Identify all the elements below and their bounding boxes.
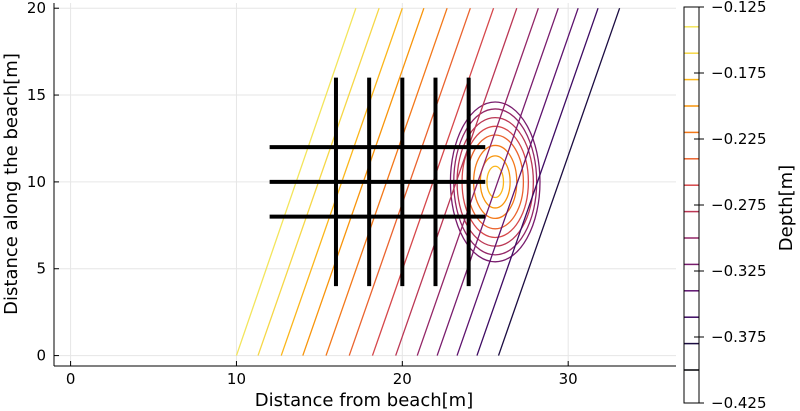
y-tick-label: 0	[36, 347, 46, 365]
plot-area	[53, 3, 676, 367]
x-tick-label: 0	[66, 370, 76, 388]
colorbar-tick-label: −0.225	[711, 130, 767, 148]
colorbar: −0.125 −0.175 −0.225 −0.275 −0.325 −0.375 −0.4…	[683, 0, 767, 411]
x-tick-label: 10	[227, 370, 246, 388]
y-tick-label: 10	[27, 173, 46, 191]
y-tick-label: 5	[36, 260, 46, 278]
contour-ring	[486, 165, 505, 199]
contour-line	[436, 7, 559, 356]
y-axis-title: Distance along the beach[m]	[1, 53, 22, 315]
colorbar-tick-label: −0.375	[711, 328, 767, 346]
colorbar-tick-label: −0.325	[711, 262, 767, 280]
y-tick-label: 20	[27, 0, 46, 17]
colorbar-title: Depth[m]	[776, 165, 797, 251]
x-axis-title: Distance from beach[m]	[255, 390, 473, 411]
contour-line	[497, 7, 621, 356]
colorbar-tick-label: −0.175	[711, 64, 767, 82]
colorbar-tick-label: −0.425	[711, 394, 767, 411]
colorbar-tick-label: −0.275	[711, 196, 767, 214]
x-axis: 0 10 20 30	[66, 361, 578, 388]
y-axis: 0 5 10 15 20	[27, 0, 59, 365]
x-tick-label: 30	[559, 370, 578, 388]
colorbar-tick-label: −0.125	[711, 0, 767, 16]
x-tick-label: 20	[393, 370, 412, 388]
y-tick-label: 15	[27, 86, 46, 104]
contour-line	[476, 7, 599, 356]
contour-line	[456, 7, 579, 356]
